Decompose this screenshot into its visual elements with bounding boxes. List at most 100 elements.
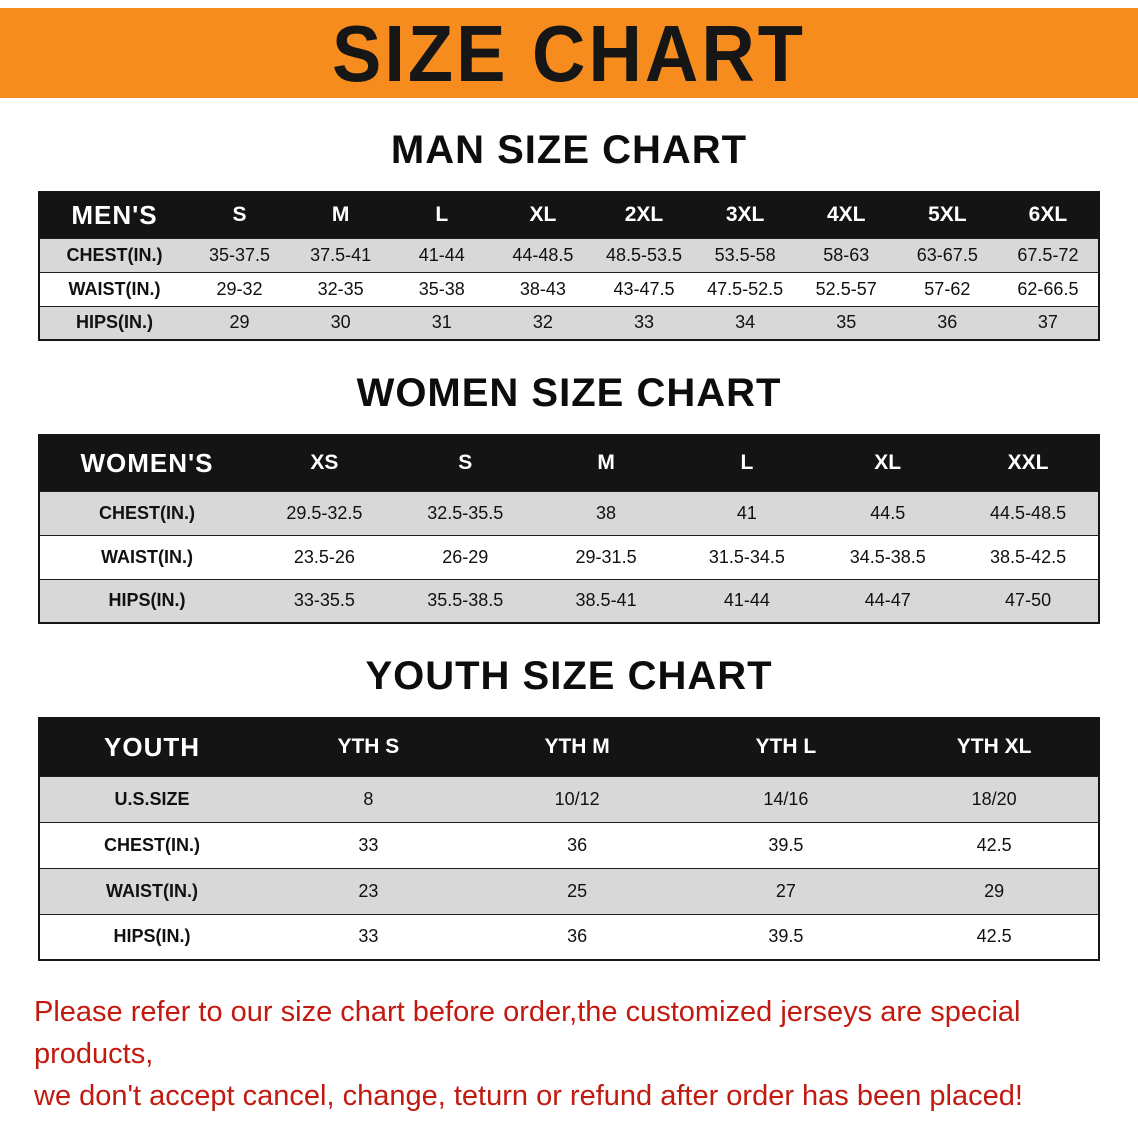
size-value-cell: 67.5-72 <box>1017 244 1079 265</box>
size-value-cell: 41 <box>736 502 757 523</box>
size-value-cell: 41-44 <box>723 590 770 611</box>
size-value-cell: 44.5 <box>870 502 906 523</box>
size-value-cell: 39.5 <box>768 834 804 855</box>
size-value-cell: 36 <box>567 926 588 947</box>
size-value-cell: 18/20 <box>971 788 1017 809</box>
size-column-header: 6XL <box>997 192 1099 238</box>
size-value-cell: 30 <box>330 312 351 333</box>
size-value-cell: 62-66.5 <box>1017 278 1079 299</box>
size-column-header: XXL <box>958 435 1099 491</box>
youth-table-corner-label: YOUTH <box>39 718 264 776</box>
size-value-cell: 25 <box>567 880 588 901</box>
size-value-cell: 35 <box>836 312 857 333</box>
size-value-cell: 47.5-52.5 <box>707 278 784 299</box>
size-value-cell: 43-47.5 <box>613 278 675 299</box>
women-section: WOMEN SIZE CHART WOMEN'S XS S M L XL XXL <box>0 371 1138 624</box>
size-value-cell: 29-32 <box>216 278 263 299</box>
row-label: CHEST(IN.) <box>99 502 195 523</box>
size-value-cell: 38.5-42.5 <box>990 546 1067 567</box>
women-table-corner-label: WOMEN'S <box>39 435 254 491</box>
size-column-header: XL <box>492 192 594 238</box>
row-label: HIPS(IN.) <box>113 926 191 947</box>
size-value-cell: 38-43 <box>519 278 566 299</box>
row-label: HIPS(IN.) <box>108 590 186 611</box>
size-column-header: 5XL <box>896 192 998 238</box>
size-value-cell: 37.5-41 <box>310 244 372 265</box>
men-waist-row: WAIST(IN.) 29-32 32-35 35-38 38-43 43-47… <box>39 272 1099 306</box>
size-column-header: L <box>391 192 493 238</box>
size-value-cell: 8 <box>363 788 374 809</box>
size-column-header: 4XL <box>795 192 897 238</box>
size-value-cell: 27 <box>775 880 796 901</box>
size-value-cell: 31.5-34.5 <box>708 546 785 567</box>
row-label: CHEST(IN.) <box>104 834 200 855</box>
size-column-header: XL <box>817 435 959 491</box>
size-column-header: M <box>535 435 677 491</box>
size-column-header: S <box>189 192 291 238</box>
disclaimer-text: Please refer to our size chart before or… <box>34 991 1104 1117</box>
row-label: CHEST(IN.) <box>66 244 163 265</box>
size-column-header: 2XL <box>593 192 695 238</box>
youth-chest-row: CHEST(IN.) 33 36 39.5 42.5 <box>39 822 1099 868</box>
size-value-cell: 34 <box>735 312 756 333</box>
disclaimer-line-2: we don't accept cancel, change, teturn o… <box>34 1080 1023 1113</box>
size-value-cell: 29.5-32.5 <box>286 502 363 523</box>
size-value-cell: 34.5-38.5 <box>849 546 926 567</box>
men-section: MAN SIZE CHART MEN'S S M L XL 2XL 3XL 4X… <box>0 128 1138 341</box>
row-label: WAIST(IN.) <box>101 546 193 567</box>
size-value-cell: 58-63 <box>823 244 870 265</box>
size-value-cell: 47-50 <box>1005 590 1052 611</box>
size-value-cell: 14/16 <box>763 788 809 809</box>
men-chest-row: CHEST(IN.) 35-37.5 37.5-41 41-44 44-48.5… <box>39 238 1099 272</box>
size-value-cell: 23 <box>358 880 379 901</box>
row-label: U.S.SIZE <box>114 788 190 809</box>
size-column-header: YTH XL <box>890 718 1099 776</box>
size-value-cell: 37 <box>1037 312 1058 333</box>
size-value-cell: 33-35.5 <box>293 590 355 611</box>
size-column-header: XS <box>254 435 395 491</box>
row-label: WAIST(IN.) <box>68 278 161 299</box>
youth-section: YOUTH SIZE CHART YOUTH YTH S YTH M YTH L… <box>0 654 1138 961</box>
size-value-cell: 38.5-41 <box>575 590 637 611</box>
men-header-row: MEN'S S M L XL 2XL 3XL 4XL 5XL 6XL <box>39 192 1099 238</box>
men-table-corner-label: MEN'S <box>39 192 189 238</box>
size-column-header: L <box>676 435 818 491</box>
youth-size-table: YOUTH YTH S YTH M YTH L YTH XL U.S.SIZE … <box>38 717 1100 961</box>
size-column-header: YTH M <box>472 718 682 776</box>
size-column-header: M <box>290 192 392 238</box>
size-value-cell: 42.5 <box>976 926 1012 947</box>
size-value-cell: 57-62 <box>924 278 971 299</box>
women-header-row: WOMEN'S XS S M L XL XXL <box>39 435 1099 491</box>
size-value-cell: 53.5-58 <box>714 244 776 265</box>
women-waist-row: WAIST(IN.) 23.5-26 26-29 29-31.5 31.5-34… <box>39 535 1099 579</box>
size-value-cell: 29 <box>229 312 250 333</box>
size-value-cell: 44-48.5 <box>512 244 574 265</box>
size-value-cell: 38 <box>596 502 617 523</box>
size-column-header: YTH S <box>264 718 473 776</box>
size-value-cell: 44-47 <box>864 590 911 611</box>
women-size-table: WOMEN'S XS S M L XL XXL CHEST(IN.) 29.5-… <box>38 434 1100 624</box>
youth-waist-row: WAIST(IN.) 23 25 27 29 <box>39 868 1099 914</box>
men-size-table: MEN'S S M L XL 2XL 3XL 4XL 5XL 6XL CHEST… <box>38 191 1100 341</box>
size-value-cell: 35.5-38.5 <box>427 590 504 611</box>
row-label: WAIST(IN.) <box>106 880 198 901</box>
size-value-cell: 63-67.5 <box>916 244 978 265</box>
size-value-cell: 35-38 <box>418 278 465 299</box>
size-value-cell: 41-44 <box>418 244 465 265</box>
youth-section-title: YOUTH SIZE CHART <box>365 654 773 698</box>
size-value-cell: 10/12 <box>554 788 600 809</box>
size-value-cell: 32 <box>532 312 553 333</box>
row-label: HIPS(IN.) <box>75 312 153 333</box>
size-value-cell: 26-29 <box>442 546 489 567</box>
disclaimer-line-1: Please refer to our size chart before or… <box>34 996 1021 1071</box>
size-value-cell: 35-37.5 <box>209 244 271 265</box>
size-value-cell: 52.5-57 <box>815 278 877 299</box>
size-column-header: 3XL <box>694 192 796 238</box>
size-value-cell: 29 <box>984 880 1005 901</box>
youth-ussize-row: U.S.SIZE 8 10/12 14/16 18/20 <box>39 776 1099 822</box>
size-column-header: YTH L <box>681 718 891 776</box>
size-value-cell: 33 <box>358 834 379 855</box>
page-title: SIZE CHART <box>332 8 806 98</box>
youth-hips-row: HIPS(IN.) 33 36 39.5 42.5 <box>39 914 1099 960</box>
